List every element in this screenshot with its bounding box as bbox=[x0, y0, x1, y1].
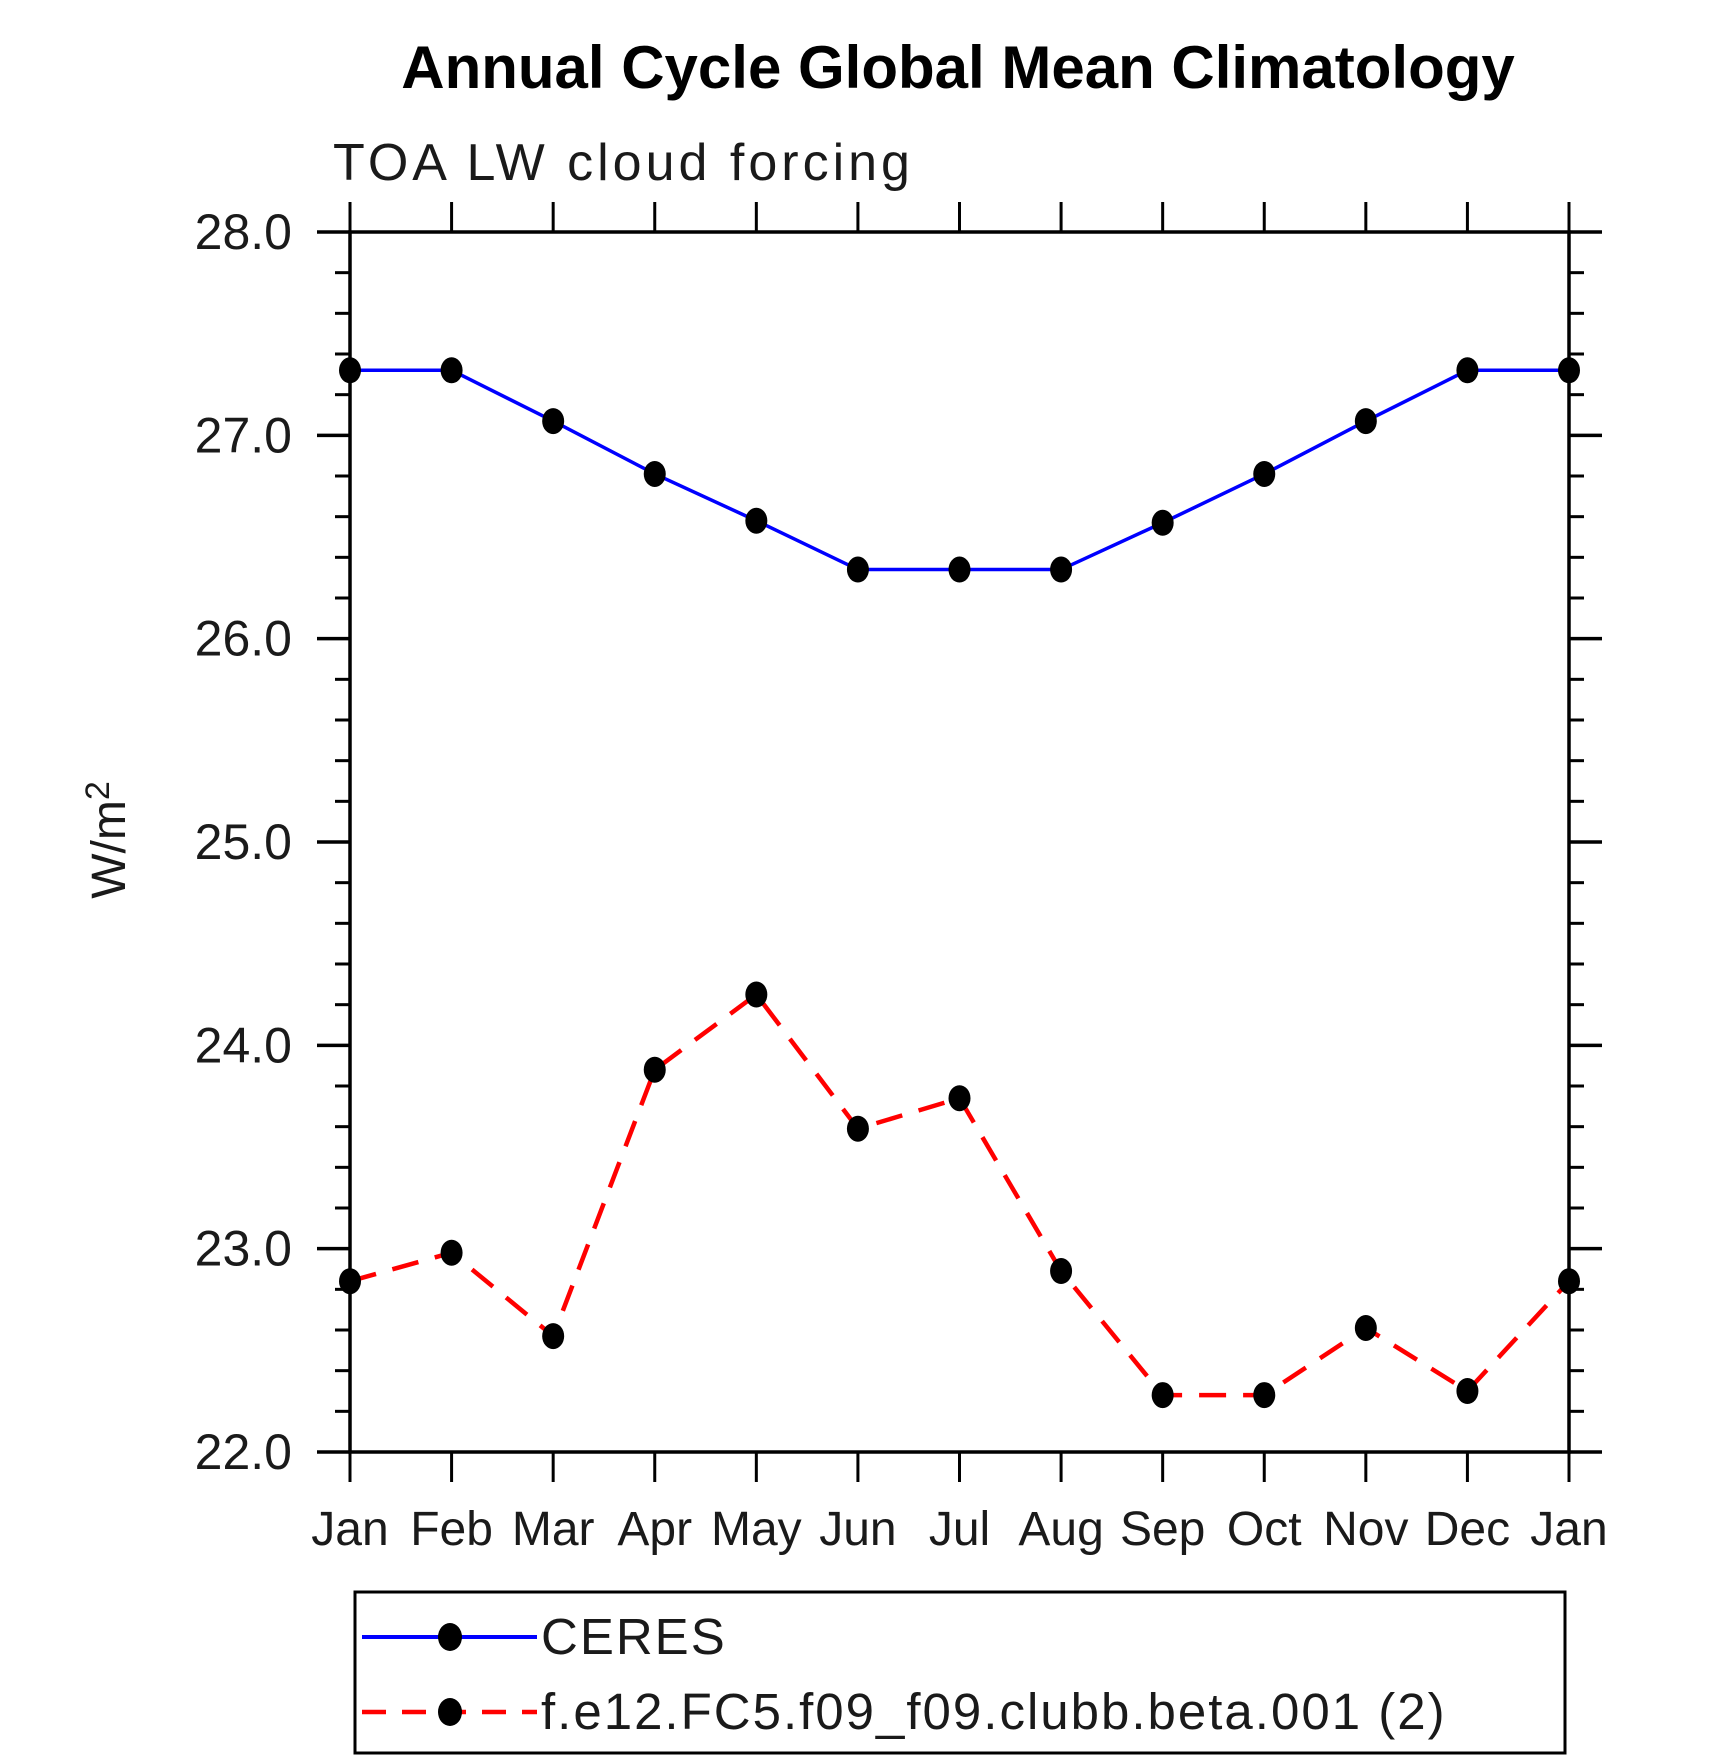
legend-sample-dot bbox=[438, 1698, 462, 1726]
series-data-point bbox=[643, 460, 666, 487]
y-tick-label: 27.0 bbox=[195, 407, 292, 463]
y-tick-label: 22.0 bbox=[195, 1424, 292, 1480]
x-month-label: Nov bbox=[1323, 1503, 1408, 1556]
series-data-point bbox=[1151, 509, 1174, 536]
series-data-point bbox=[542, 1323, 565, 1350]
legend: CERES f.e12.FC5.f09_f09.clubb.beta.001 (2… bbox=[353, 1590, 1567, 1755]
model-series-line bbox=[349, 991, 1571, 1398]
series-data-point bbox=[339, 357, 361, 384]
series-data-point bbox=[948, 1085, 971, 1112]
series-data-point bbox=[542, 408, 565, 435]
legend-entry-label: f.e12.FC5.f09_f09.clubb.beta.001 (2) bbox=[541, 1683, 1447, 1740]
x-month-label: Jan bbox=[1530, 1503, 1607, 1556]
y-tick-label: 28.0 bbox=[195, 204, 292, 260]
x-month-label: Oct bbox=[1227, 1503, 1302, 1556]
series-data-point bbox=[745, 507, 768, 534]
x-month-label: Jul bbox=[929, 1503, 990, 1556]
y-axis-label: W/m2 bbox=[79, 781, 136, 899]
series-data-point bbox=[643, 1056, 666, 1083]
ceres-series-line bbox=[350, 368, 1569, 572]
series-data-point bbox=[1354, 408, 1377, 435]
series-data-point bbox=[1558, 1268, 1580, 1295]
series-data-point bbox=[846, 1115, 869, 1142]
series-data-point bbox=[846, 556, 869, 583]
x-month-label: Aug bbox=[1018, 1503, 1103, 1556]
plot-axes: Jan Feb Mar Apr May Jun Jul Aug Sep Oct Nov Dec Jan 2… bbox=[79, 202, 1608, 1556]
x-month-label: Jan bbox=[311, 1503, 388, 1556]
series-data-point bbox=[440, 357, 463, 384]
series-data-point bbox=[745, 981, 768, 1008]
plot-series bbox=[339, 357, 1580, 1409]
series-data-point bbox=[1354, 1314, 1377, 1341]
y-tick-label: 23.0 bbox=[195, 1221, 292, 1277]
series-data-point bbox=[1456, 1378, 1479, 1404]
y-tick-label: 24.0 bbox=[195, 1017, 292, 1073]
y-tick-label: 25.0 bbox=[195, 814, 292, 870]
legend-entry-label: CERES bbox=[541, 1608, 727, 1665]
chart-title: Annual Cycle Global Mean Climatology bbox=[401, 34, 1515, 101]
x-month-label: Dec bbox=[1425, 1503, 1510, 1556]
series-data-point bbox=[1151, 1382, 1174, 1409]
x-month-label: Jun bbox=[819, 1503, 896, 1556]
series-data-point bbox=[1253, 460, 1276, 487]
x-month-label: May bbox=[711, 1503, 802, 1556]
series-data-point bbox=[1558, 357, 1580, 384]
series-data-point bbox=[339, 1268, 361, 1295]
series-data-point bbox=[440, 1239, 463, 1266]
plot-frame bbox=[348, 230, 1571, 1454]
x-month-label: Feb bbox=[410, 1503, 493, 1556]
y-tick-label: 26.0 bbox=[195, 611, 292, 667]
legend-sample-dot bbox=[438, 1623, 462, 1651]
x-month-label: Sep bbox=[1120, 1503, 1205, 1556]
chart-subtitle: TOA LW cloud forcing bbox=[333, 134, 914, 192]
legend-frame bbox=[353, 1590, 1567, 1755]
series-data-point bbox=[1050, 1258, 1073, 1285]
series-data-point bbox=[1253, 1382, 1276, 1409]
x-month-label: Apr bbox=[617, 1503, 692, 1556]
series-data-point bbox=[1050, 556, 1073, 583]
x-month-label: Mar bbox=[512, 1503, 595, 1556]
series-data-point bbox=[1456, 357, 1479, 384]
series-data-point bbox=[948, 556, 971, 583]
